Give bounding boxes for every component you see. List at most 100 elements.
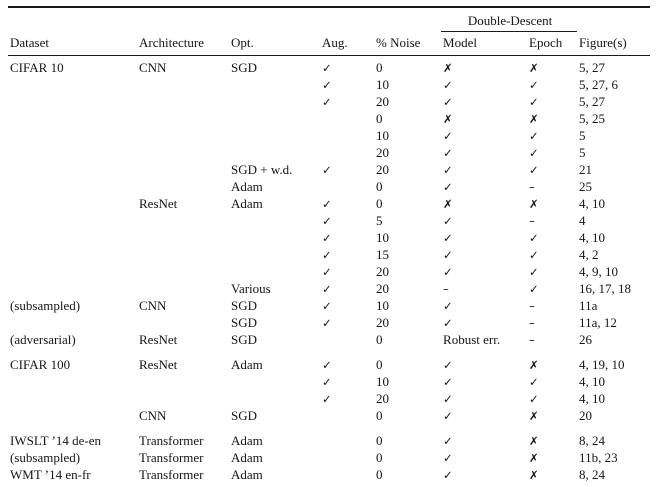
cell-noise: 0: [376, 407, 383, 423]
cell-epoch: –: [529, 298, 535, 313]
table-row: (adversarial) ResNet SGD 0 Robust err. – 26: [8, 331, 650, 348]
cell-model: ✗: [443, 196, 453, 211]
cell-architecture: ResNet: [139, 356, 178, 372]
cell-epoch: ✓: [529, 281, 539, 296]
cell-epoch: ✓: [529, 391, 539, 406]
table-row: ✓ 5 ✓ – 4: [8, 212, 650, 229]
cell-dataset: [8, 93, 137, 110]
cell-architecture: [137, 246, 229, 263]
cell-aug: ✓: [322, 315, 332, 330]
cell-noise: 0: [376, 356, 383, 372]
table-row: (subsampled) Transformer Adam 0 ✓ ✗ 11b, 23: [8, 449, 650, 466]
double-descent-span-header: Double-Descent: [441, 7, 578, 32]
cell-model: ✓: [443, 408, 453, 423]
cell-model: ✓: [443, 179, 453, 194]
cell-noise: 10: [376, 76, 389, 92]
cell-figures: 16, 17, 18: [579, 280, 632, 296]
cell-epoch: ✗: [529, 60, 539, 75]
cell-dataset: [8, 127, 137, 144]
cell-figures: 5, 27: [579, 59, 606, 75]
cell-model: ✓: [443, 77, 453, 92]
cell-aug: ✓: [322, 357, 332, 372]
cell-epoch: ✗: [529, 433, 539, 448]
cell-architecture: [137, 93, 229, 110]
cell-architecture: Transformer: [139, 432, 204, 448]
cell-aug: [320, 466, 374, 487]
table-row: ✓ 20 ✓ ✓ 4, 10: [8, 390, 650, 407]
table-row: ✓ 10 ✓ ✓ 4, 10: [8, 229, 650, 246]
cell-noise: 0: [376, 59, 383, 75]
cell-figures: 11a, 12: [579, 314, 617, 330]
cell-noise: 20: [376, 390, 389, 406]
cell-aug: [320, 407, 374, 424]
cell-opt: [229, 212, 320, 229]
cell-epoch: ✗: [529, 357, 539, 372]
cell-opt: [229, 263, 320, 280]
cell-epoch: ✓: [529, 374, 539, 389]
cell-epoch: ✓: [529, 145, 539, 160]
cell-architecture: [137, 373, 229, 390]
table-row: ✓ 10 ✓ ✓ 5, 27, 6: [8, 76, 650, 93]
cell-noise: 0: [376, 110, 383, 126]
cell-noise: 0: [376, 195, 383, 211]
cell-aug: ✓: [322, 162, 332, 177]
cell-model: Robust err.: [443, 331, 501, 347]
col-header-figures: Figure(s): [577, 31, 651, 56]
cell-architecture: [137, 144, 229, 161]
cell-noise: 0: [376, 178, 383, 194]
cell-figures: 5, 25: [579, 110, 606, 126]
cell-opt: Adam: [231, 356, 263, 372]
cell-opt: Adam: [231, 449, 263, 465]
cell-aug: ✓: [322, 196, 332, 211]
cell-aug: ✓: [322, 391, 332, 406]
table-row: IWSLT ’14 de-en Transformer Adam 0 ✓ ✗ 8, 24: [8, 424, 650, 449]
table-row: 0 ✗ ✗ 5, 25: [8, 110, 650, 127]
span-header-row: Double-Descent: [8, 7, 650, 32]
cell-opt: Adam: [231, 195, 263, 211]
table-body: CIFAR 10 CNN SGD ✓ 0 ✗ ✗ 5, 27 ✓ 10 ✓ ✓ 5, 27, 6 ✓ 20 ✓…: [8, 56, 650, 487]
cell-aug: [320, 424, 374, 449]
cell-noise: 20: [376, 314, 389, 330]
cell-figures: 8, 24: [579, 466, 606, 482]
col-header-noise: % Noise: [374, 31, 442, 56]
cell-aug: ✓: [322, 298, 332, 313]
cell-figures: 4, 10: [579, 195, 606, 211]
cell-figures: 8, 24: [579, 432, 606, 448]
cell-figures: 4, 10: [579, 373, 606, 389]
cell-model: ✓: [443, 357, 453, 372]
cell-figures: 26: [579, 331, 593, 347]
cell-opt: [229, 246, 320, 263]
cell-architecture: Transformer: [139, 449, 204, 465]
cell-figures: 4, 19, 10: [579, 356, 625, 372]
cell-architecture: [137, 127, 229, 144]
cell-noise: 10: [376, 229, 389, 245]
cell-aug: ✓: [322, 264, 332, 279]
cell-figures: 5, 27: [579, 93, 606, 109]
cell-dataset: IWSLT ’14 de-en: [10, 432, 101, 448]
cell-architecture: [137, 178, 229, 195]
cell-dataset: [8, 314, 137, 331]
cell-opt: [229, 110, 320, 127]
cell-architecture: [137, 263, 229, 280]
cell-dataset: (subsampled): [10, 297, 81, 313]
cell-figures: 11a: [579, 297, 598, 313]
cell-figures: 20: [579, 407, 593, 423]
cell-noise: 20: [376, 161, 389, 177]
cell-figures: 4: [579, 212, 586, 228]
cell-model: ✓: [443, 128, 453, 143]
cell-architecture: [137, 280, 229, 297]
cell-model: ✓: [443, 247, 453, 262]
cell-model: ✓: [443, 450, 453, 465]
cell-aug: [320, 178, 374, 195]
cell-aug: [320, 449, 374, 466]
cell-architecture: ResNet: [139, 195, 178, 211]
cell-architecture: [137, 161, 229, 178]
cell-dataset: [8, 76, 137, 93]
span-header-spacer-left: [8, 7, 441, 32]
cell-dataset: [8, 212, 137, 229]
col-header-epoch: Epoch: [527, 31, 578, 56]
cell-noise: 20: [376, 93, 389, 109]
cell-epoch: ✓: [529, 247, 539, 262]
cell-epoch: ✓: [529, 128, 539, 143]
